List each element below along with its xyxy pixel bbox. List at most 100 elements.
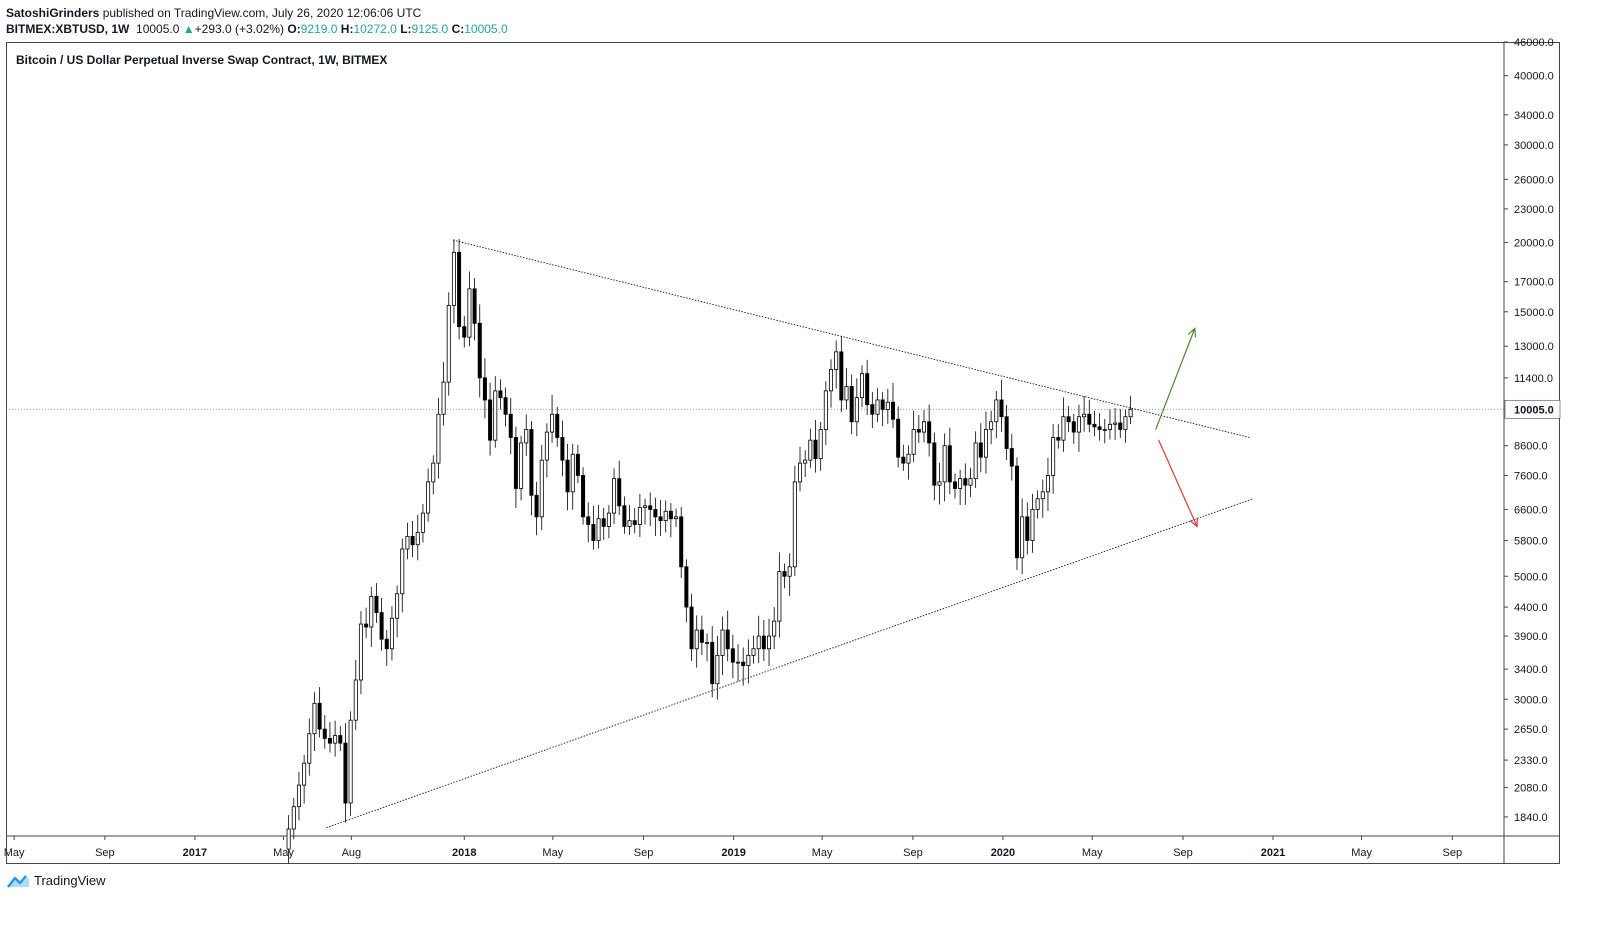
candle-body-up bbox=[921, 421, 926, 433]
candle bbox=[689, 593, 694, 661]
bearish-arrow[interactable] bbox=[1158, 439, 1198, 528]
candle bbox=[978, 423, 983, 473]
candle bbox=[1113, 407, 1118, 440]
candle-body-down bbox=[343, 742, 348, 804]
time-tick-label: Sep bbox=[1443, 847, 1463, 859]
symbol-name[interactable]: BITMEX:XBTUSD, 1W bbox=[6, 22, 130, 36]
candle-body-down bbox=[730, 648, 735, 663]
candle-body-down bbox=[679, 516, 684, 568]
candle-body-down bbox=[668, 510, 673, 520]
candle-body-down bbox=[472, 288, 477, 324]
low-label: L: bbox=[400, 22, 412, 36]
candle bbox=[570, 443, 575, 510]
candle-body-up bbox=[441, 381, 446, 415]
candle bbox=[844, 367, 849, 410]
time-tick-label: 2018 bbox=[452, 847, 476, 859]
candle bbox=[663, 500, 668, 533]
author-name[interactable]: SatoshiGrinders bbox=[6, 6, 100, 20]
candle bbox=[550, 394, 555, 443]
price-tick-label: 23000.0 bbox=[1514, 204, 1554, 216]
candle-body-down bbox=[379, 612, 384, 640]
candle bbox=[746, 639, 751, 684]
candle bbox=[493, 376, 498, 448]
candle bbox=[1035, 490, 1040, 519]
candle-body-up bbox=[302, 762, 307, 786]
candle bbox=[643, 498, 648, 525]
candle bbox=[730, 634, 735, 679]
candle-body-down bbox=[932, 442, 937, 486]
candle-body-down bbox=[503, 397, 508, 415]
candle-body-down bbox=[1009, 448, 1014, 467]
candle bbox=[653, 497, 658, 537]
candle-body-up bbox=[395, 593, 400, 619]
candle-body-down bbox=[1118, 422, 1123, 430]
candle-body-up bbox=[968, 478, 973, 486]
candle-body-up bbox=[467, 288, 472, 338]
candle bbox=[389, 606, 394, 661]
candle bbox=[1082, 395, 1087, 432]
candle bbox=[916, 414, 921, 443]
candle bbox=[333, 720, 338, 757]
candle bbox=[823, 381, 828, 446]
candle bbox=[761, 619, 766, 662]
candle-body-up bbox=[973, 442, 978, 480]
candle bbox=[911, 410, 916, 462]
candle-body-down bbox=[999, 399, 1004, 418]
low-value: 9125.0 bbox=[411, 22, 449, 36]
candle bbox=[307, 718, 312, 776]
lower-support-trendline[interactable] bbox=[326, 498, 1254, 829]
candle bbox=[725, 610, 730, 662]
projection-arrows[interactable] bbox=[1155, 327, 1198, 528]
price-axis[interactable]: 46000.0 40000.0 34000.0 30000.0 26000.0 23000… bbox=[1504, 37, 1554, 824]
candle bbox=[617, 460, 622, 515]
candle bbox=[890, 382, 895, 428]
candle-body-up bbox=[906, 453, 911, 464]
candle bbox=[1123, 409, 1128, 443]
price-tick-label: 2330.0 bbox=[1514, 755, 1548, 767]
candle-body-down bbox=[384, 638, 389, 650]
tradingview-brand[interactable]: TradingView bbox=[6, 873, 106, 888]
time-axis[interactable]: May Sep 2017 May Aug 2018 May Sep 2019 May Sep 2020… bbox=[4, 836, 1462, 859]
candle-body-up bbox=[854, 397, 859, 423]
candle bbox=[751, 635, 756, 664]
candle bbox=[508, 397, 513, 455]
price-tick-label: 3400.0 bbox=[1514, 664, 1548, 676]
candle-body-up bbox=[643, 505, 648, 509]
candle bbox=[472, 277, 477, 341]
time-tick-label: May bbox=[273, 847, 294, 859]
candle-body-up bbox=[787, 566, 792, 577]
candle-body-up bbox=[307, 733, 312, 764]
candle-body-up bbox=[612, 478, 617, 514]
candle bbox=[1107, 409, 1112, 440]
price-tick-label: 4400.0 bbox=[1514, 602, 1548, 614]
candle-body-down bbox=[1056, 437, 1061, 441]
candle bbox=[839, 336, 844, 413]
time-tick-label: May bbox=[542, 847, 563, 859]
price-tick-label: 8600.0 bbox=[1514, 441, 1548, 453]
publish-info: SatoshiGrinders published on TradingView… bbox=[6, 6, 421, 20]
candle-body-down bbox=[462, 326, 467, 338]
candle bbox=[885, 388, 890, 424]
candle bbox=[632, 507, 637, 534]
price-tick-label: 7600.0 bbox=[1514, 470, 1548, 482]
price-tick-label: 30000.0 bbox=[1514, 140, 1554, 152]
trendlines[interactable] bbox=[326, 239, 1254, 829]
candle-body-down bbox=[839, 351, 844, 401]
candle-body-down bbox=[689, 606, 694, 650]
candle bbox=[1056, 424, 1061, 449]
arrow-head-icon bbox=[1187, 327, 1197, 338]
bullish-arrow[interactable] bbox=[1155, 327, 1197, 430]
candle-body-up bbox=[1030, 509, 1035, 541]
candle bbox=[963, 463, 968, 505]
candle bbox=[777, 552, 782, 638]
price-tick-label: 3900.0 bbox=[1514, 631, 1548, 643]
candle bbox=[994, 390, 999, 439]
price-tick-label: 2080.0 bbox=[1514, 782, 1548, 794]
candle-body-down bbox=[1092, 423, 1097, 428]
candle-body-up bbox=[994, 399, 999, 423]
price-tick-label: 1840.0 bbox=[1514, 812, 1548, 824]
time-tick-label: 2017 bbox=[183, 847, 207, 859]
price-tick-label: 5000.0 bbox=[1514, 571, 1548, 583]
candle-body-up bbox=[1035, 498, 1040, 510]
